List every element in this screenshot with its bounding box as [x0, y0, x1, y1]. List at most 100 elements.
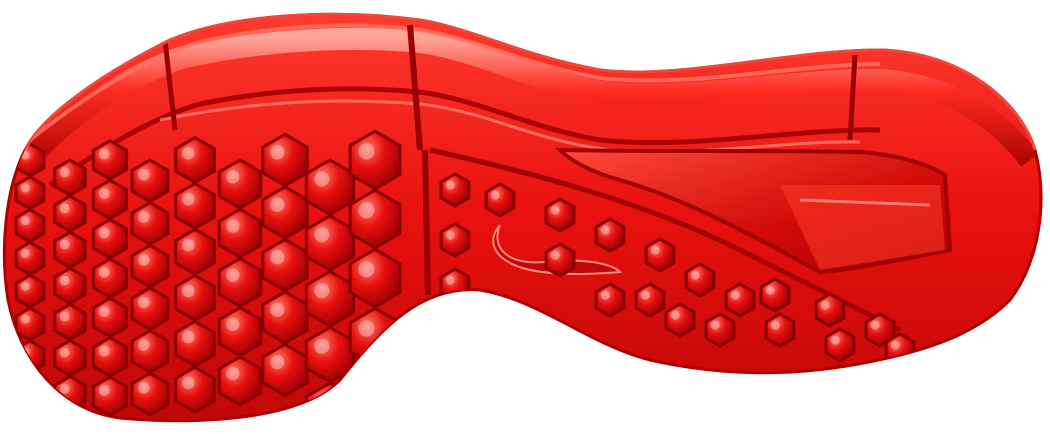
tread-lug [174, 181, 216, 231]
tread-lug [130, 158, 170, 204]
lug-highlight [770, 320, 780, 330]
tread-lug [544, 242, 576, 278]
tread-lug [544, 197, 576, 233]
tread-lug [664, 302, 696, 338]
tread-lug [261, 237, 309, 293]
tread-lug [261, 290, 309, 345]
rim-bands [11, 23, 1039, 188]
lug-highlight [20, 216, 30, 226]
tread-lug [304, 214, 356, 272]
lug-highlight [890, 340, 900, 350]
lug-highlight [358, 202, 375, 219]
lug-highlight [59, 167, 70, 178]
lug-highlight [270, 355, 285, 370]
tread-lug [764, 312, 796, 348]
lug-highlight [226, 366, 240, 381]
lug-highlight [314, 171, 330, 187]
tread-lug [53, 194, 87, 234]
tread-lug [14, 240, 46, 277]
lug-highlight [182, 192, 195, 206]
tread-lug [130, 328, 170, 374]
lug-highlight [358, 379, 375, 396]
lug-highlight [182, 284, 195, 298]
lug-highlight [138, 296, 150, 309]
tread-lugs [14, 129, 916, 421]
tread-lug [91, 296, 129, 339]
lug-highlight [445, 275, 455, 285]
lug-highlight [59, 203, 70, 214]
lug-highlight [650, 245, 660, 255]
lug-highlight [138, 253, 150, 266]
tread-lug [174, 273, 216, 322]
tread-lug [91, 217, 129, 260]
tread-lug [644, 237, 676, 273]
lug-highlight [138, 168, 150, 181]
lug-highlight [445, 180, 455, 190]
lug-highlight [314, 283, 330, 299]
lug-highlight [226, 170, 240, 184]
lug-highlight [270, 302, 285, 317]
tread-lug [348, 247, 402, 309]
lug-highlight [226, 268, 240, 282]
lug-highlight [59, 383, 70, 394]
tread-lug [217, 158, 263, 210]
tread-lug [594, 217, 626, 253]
tread-lug [724, 282, 756, 318]
lug-highlight [270, 197, 285, 212]
tread-lug [14, 175, 46, 211]
lug-highlight [20, 314, 30, 324]
tread-lug [130, 286, 170, 332]
tread-lug [439, 222, 471, 258]
lug-highlight [358, 143, 375, 160]
tread-lug [53, 266, 87, 306]
lug-highlight [490, 190, 500, 200]
tread-lug [634, 282, 666, 318]
lug-highlight [358, 320, 375, 337]
tread-lug [14, 207, 46, 244]
tread-lug [53, 230, 87, 270]
lug-highlight [870, 320, 880, 330]
lug-highlight [182, 376, 195, 390]
swoosh-logo [492, 224, 623, 275]
lug-highlight [98, 306, 110, 318]
lug-highlight [270, 250, 285, 265]
tread-lug [130, 200, 170, 246]
lug-highlight [138, 339, 150, 351]
lug-highlight [182, 238, 195, 252]
tread-lug [348, 365, 402, 421]
lug-highlight [20, 183, 30, 193]
lug-highlight [20, 380, 30, 390]
tread-lug [91, 257, 129, 300]
lug-highlight [138, 211, 150, 223]
tread-lug [217, 305, 263, 358]
lug-highlight [98, 266, 110, 278]
tread-lug [91, 178, 129, 221]
lug-highlight [59, 311, 70, 322]
lug-highlight [98, 345, 110, 357]
tread-lug [130, 371, 170, 417]
tread-lug [824, 327, 856, 363]
tread-lug [217, 207, 263, 259]
tread-lug [53, 338, 87, 378]
lug-highlight [710, 320, 720, 330]
lug-highlight [314, 338, 330, 354]
tread-lug [348, 129, 402, 191]
tread-lug [439, 172, 471, 208]
lug-highlight [670, 310, 680, 320]
lug-highlight [59, 347, 70, 358]
tread-lug [304, 269, 356, 328]
lug-highlight [600, 225, 610, 235]
lug-highlight [98, 227, 110, 239]
tread-lug [684, 262, 716, 298]
tread-lug [261, 185, 309, 240]
tread-lug [14, 273, 46, 309]
lug-highlight [830, 335, 840, 345]
tread-lug [217, 256, 263, 309]
tread-lug [130, 243, 170, 289]
lug-highlight [59, 239, 70, 250]
lug-highlight [138, 382, 150, 394]
tread-lug [594, 282, 626, 318]
lug-highlight [226, 317, 240, 332]
